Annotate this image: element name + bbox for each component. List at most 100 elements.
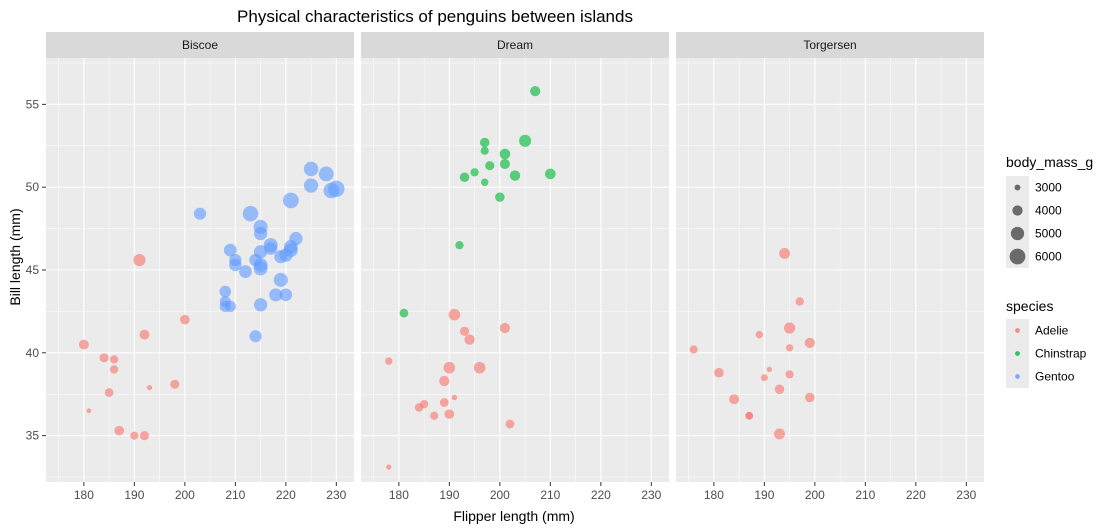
data-point-adelie — [430, 411, 439, 420]
data-point-gentoo — [239, 265, 252, 279]
data-point-adelie — [109, 365, 119, 374]
facet-strip-label: Biscoe — [182, 38, 218, 52]
size-legend-label: 3000 — [1035, 181, 1062, 195]
y-tick-label: 35 — [26, 429, 40, 443]
data-point-gentoo — [249, 253, 262, 267]
data-point-adelie — [745, 412, 753, 420]
y-tick-label: 50 — [26, 180, 40, 194]
data-point-adelie — [114, 425, 124, 436]
color-legend-symbol-adelie — [1015, 328, 1020, 333]
data-point-adelie — [448, 308, 461, 321]
data-point-chinstrap — [545, 168, 556, 180]
data-point-gentoo — [219, 296, 231, 307]
facet-strip-label: Torgersen — [803, 38, 856, 52]
data-point-adelie — [766, 366, 773, 372]
data-point-chinstrap — [485, 161, 495, 171]
x-axis-title: Flipper length (mm) — [453, 508, 574, 524]
data-point-adelie — [729, 394, 740, 405]
data-point-adelie — [795, 297, 804, 306]
data-point-gentoo — [323, 182, 340, 199]
x-tick-label: 190 — [754, 488, 774, 502]
size-legend-symbol — [1010, 226, 1025, 241]
x-tick-label: 220 — [591, 488, 611, 502]
data-point-gentoo — [193, 207, 207, 220]
data-point-chinstrap — [459, 172, 470, 183]
data-point-adelie — [499, 322, 511, 334]
data-point-adelie — [99, 353, 109, 363]
data-point-adelie — [130, 431, 139, 440]
data-point-chinstrap — [470, 168, 479, 177]
data-point-chinstrap — [509, 170, 521, 181]
data-point-adelie — [419, 399, 429, 409]
data-point-chinstrap — [455, 240, 464, 250]
size-legend: body_mass_g 3000 4000 5000 6000 — [1006, 154, 1093, 268]
size-legend-symbol — [1009, 248, 1026, 265]
data-point-chinstrap — [519, 134, 532, 147]
data-point-gentoo — [289, 231, 303, 246]
data-point-gentoo — [219, 285, 232, 298]
x-tick-label: 200 — [490, 488, 510, 502]
color-legend-symbol-gentoo — [1015, 374, 1020, 379]
data-point-adelie — [451, 394, 458, 401]
color-legend-label: Adelie — [1035, 324, 1069, 338]
data-point-adelie — [755, 330, 764, 339]
x-tick-label: 220 — [906, 488, 926, 502]
x-tick-label: 230 — [641, 488, 661, 502]
chart-title: Physical characteristics of penguins bet… — [237, 7, 633, 26]
data-point-gentoo — [242, 205, 259, 222]
data-point-chinstrap — [499, 148, 511, 160]
data-point-adelie — [109, 355, 119, 364]
data-point-adelie — [386, 464, 392, 470]
data-point-chinstrap — [530, 85, 541, 97]
data-point-adelie — [774, 384, 785, 395]
facet-panel-dream: Dream 180 190 200 210 220 230 — [361, 32, 669, 502]
data-point-adelie — [785, 370, 794, 379]
x-tick-label: 180 — [389, 488, 409, 502]
data-point-chinstrap — [480, 146, 489, 155]
data-point-adelie — [689, 345, 698, 354]
data-point-gentoo — [303, 178, 319, 193]
data-point-adelie — [170, 379, 180, 389]
data-point-gentoo — [264, 242, 278, 255]
data-point-adelie — [133, 253, 146, 267]
data-point-adelie — [180, 314, 190, 325]
x-tick-label: 210 — [855, 488, 875, 502]
x-tick-label: 190 — [439, 488, 459, 502]
x-tick-label: 200 — [175, 488, 195, 502]
data-point-gentoo — [303, 161, 319, 177]
x-tick-label: 180 — [74, 488, 94, 502]
facet-strip-label: Dream — [497, 38, 533, 52]
data-point-adelie — [774, 428, 785, 440]
data-point-adelie — [714, 367, 724, 378]
data-point-adelie — [439, 398, 449, 407]
data-point-gentoo — [229, 253, 242, 267]
color-legend-title: species — [1006, 298, 1053, 314]
data-point-gentoo — [273, 272, 288, 287]
data-point-adelie — [760, 374, 768, 382]
size-legend-symbol — [1014, 184, 1021, 191]
facet-strip — [46, 32, 354, 58]
data-point-adelie — [439, 375, 450, 387]
x-tick-label: 190 — [124, 488, 144, 502]
size-legend-label: 4000 — [1035, 204, 1062, 218]
y-tick-label: 55 — [26, 97, 40, 111]
facet-panel-torgersen: Torgersen 180 190 200 210 220 230 — [676, 32, 984, 502]
x-tick-label: 220 — [276, 488, 296, 502]
facet-panel-biscoe: Biscoe 180 190 200 210 220 230 — [46, 32, 354, 502]
data-point-adelie — [444, 409, 455, 419]
data-point-gentoo — [249, 330, 262, 343]
data-point-adelie — [139, 431, 150, 441]
color-legend-label: Chinstrap — [1035, 347, 1087, 361]
data-point-gentoo — [269, 288, 283, 302]
color-legend-symbol-chinstrap — [1015, 351, 1020, 356]
x-tick-label: 200 — [805, 488, 825, 502]
data-point-gentoo — [274, 250, 288, 264]
data-point-gentoo — [283, 192, 299, 209]
data-point-chinstrap — [495, 192, 505, 202]
data-point-gentoo — [318, 166, 334, 182]
facet-strip — [676, 32, 984, 58]
data-point-adelie — [139, 329, 150, 340]
data-point-gentoo — [223, 243, 237, 257]
data-point-adelie — [783, 322, 796, 334]
